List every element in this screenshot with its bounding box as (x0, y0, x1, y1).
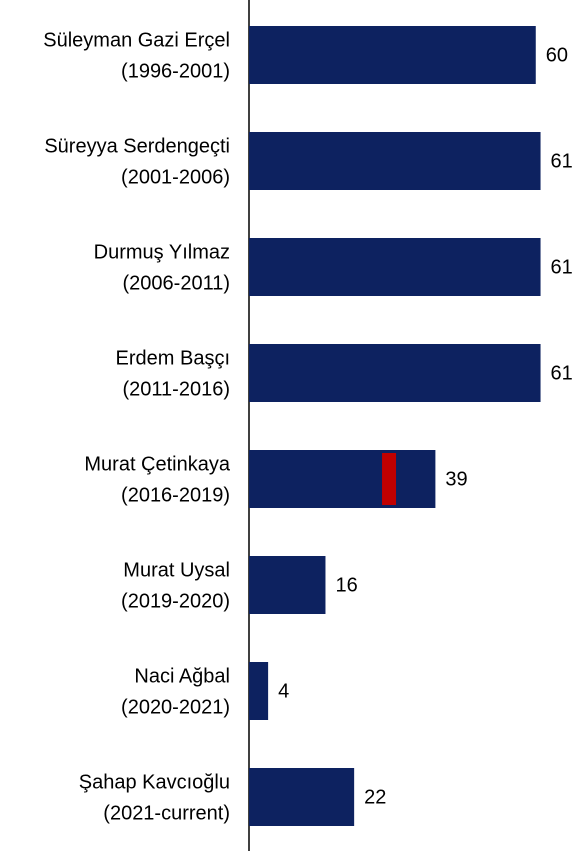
value-label: 61 (551, 150, 573, 172)
bar (249, 132, 541, 190)
value-label: 22 (364, 786, 386, 808)
value-label: 61 (551, 362, 573, 384)
category-label: Murat Uysal (123, 559, 230, 581)
category-label: Durmuş Yılmaz (94, 241, 230, 263)
category-label: Naci Ağbal (134, 665, 230, 687)
bar (249, 238, 541, 296)
bar (249, 450, 436, 508)
bar (249, 556, 326, 614)
category-label: (2021-current) (103, 802, 230, 824)
value-label: 4 (278, 680, 289, 702)
category-label: (1996-2001) (121, 60, 230, 82)
value-label: 39 (445, 468, 467, 490)
category-label: (2001-2006) (121, 166, 230, 188)
marker (382, 453, 397, 505)
value-label: 16 (335, 574, 357, 596)
category-label: Murat Çetinkaya (84, 453, 230, 475)
category-label: (2011-2016) (123, 378, 230, 400)
value-label: 61 (551, 256, 573, 278)
category-label: Süleyman Gazi Erçel (43, 29, 230, 51)
bar (249, 344, 541, 402)
bar (249, 768, 355, 826)
category-label: (2020-2021) (121, 696, 230, 718)
value-label: 60 (546, 44, 568, 66)
category-label: (2006-2011) (123, 272, 230, 294)
bar (249, 26, 536, 84)
bar (249, 662, 269, 720)
category-label: Şahap Kavcıoğlu (79, 771, 230, 793)
category-label: Erdem Başçı (116, 347, 230, 369)
category-label: (2019-2020) (121, 590, 230, 612)
category-label: (2016-2019) (121, 484, 230, 506)
category-label: Süreyya Serdengeçti (44, 135, 230, 157)
